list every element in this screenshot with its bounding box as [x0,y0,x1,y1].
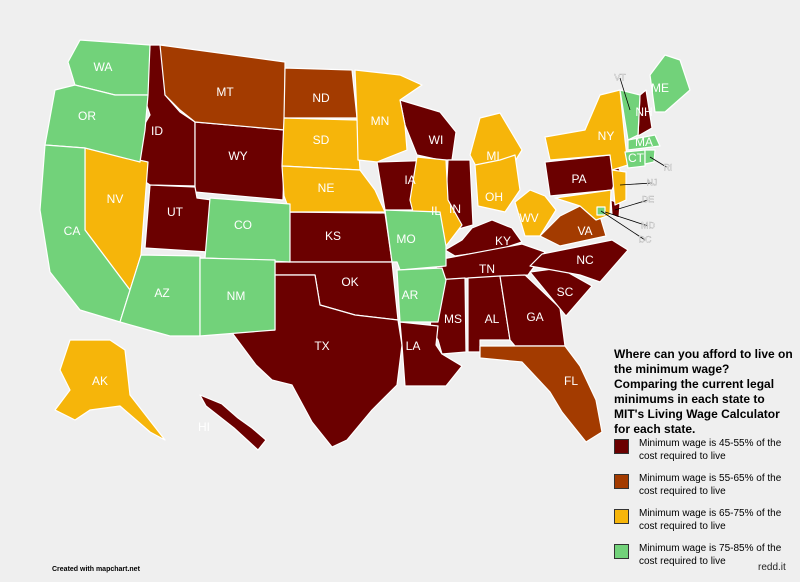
state [54,339,166,441]
state [611,169,627,206]
leader-line [619,182,653,186]
state-label: AR [402,288,419,302]
legend-swatch [614,474,629,489]
state-label: DC [639,234,652,244]
state-label: AZ [154,286,169,300]
state-label: MD [641,220,655,230]
legend-label: Minimum wage is 45-55% of the cost requi… [639,438,782,462]
state-label: MS [444,312,462,326]
legend-item: Minimum wage is 45-55% of the cost requi… [614,437,794,472]
state-label: MT [216,85,234,99]
legend: Minimum wage is 45-55% of the cost requi… [614,437,794,577]
state [624,149,646,169]
state-label: OH [485,190,503,204]
state-label: MO [396,232,415,246]
state [399,99,457,161]
state [514,189,557,237]
state-label: VA [577,224,592,238]
map-title: Where can you afford to live on the mini… [614,347,793,436]
leader-line [649,156,669,169]
state-label: VT [614,72,626,82]
state-label: NH [635,105,652,119]
state [649,54,691,113]
state-label: TN [479,262,495,276]
state-label: TX [314,339,329,353]
state-label: ME [651,81,669,95]
state-label: IA [404,173,415,187]
state-label: WV [519,211,538,225]
state [627,134,661,151]
state-label: AL [485,312,500,326]
state-label: NJ [647,177,658,187]
state-label: GA [526,310,543,324]
state-label: HI [198,420,210,434]
state-label: KY [495,234,511,248]
state-label: MN [371,114,390,128]
state [199,257,276,337]
watermark: redd.it [758,562,786,573]
state [229,274,403,448]
state-label: ND [312,91,330,105]
legend-item: Minimum wage is 55-65% of the cost requi… [614,472,794,507]
state-label: DE [642,194,655,204]
state [119,254,201,337]
legend-label: Minimum wage is 75-85% of the cost requi… [639,543,782,567]
state-label: UT [167,205,184,219]
state-label: CT [628,151,645,165]
state-label: IN [449,202,461,216]
state-label: ID [151,124,163,138]
state-label: SD [313,133,330,147]
legend-label: Minimum wage is 55-65% of the cost requi… [639,473,782,497]
state-label: WA [94,60,113,74]
leader-line [600,210,646,241]
state-label: LA [406,339,421,353]
state [204,197,291,263]
state-label: CO [234,218,252,232]
state-label: NC [576,253,594,267]
state-label: NE [318,181,335,195]
state-label: SC [557,285,574,299]
state-label: NM [227,289,246,303]
legend-item: Minimum wage is 75-85% of the cost requi… [614,542,794,577]
state-label: OR [78,109,96,123]
state [354,69,423,163]
state-label: NV [107,192,124,206]
state [529,239,629,283]
state-label: NY [598,129,615,143]
state [619,89,641,141]
state-label: FL [564,374,578,388]
leader-line [614,199,649,211]
state [199,394,267,451]
legend-swatch [614,509,629,524]
state [479,345,603,443]
credit: Created with mapchart.net [52,566,140,573]
state [384,209,447,271]
legend-label: Minimum wage is 65-75% of the cost requi… [639,508,782,532]
state-label: WY [228,149,247,163]
legend-swatch [614,544,629,559]
state-label: CA [64,224,81,238]
leader-line [604,211,649,227]
state [399,321,463,387]
state-label: MI [486,149,499,163]
legend-item: Minimum wage is 65-75% of the cost requi… [614,507,794,542]
legend-swatch [614,439,629,454]
state [396,267,447,323]
state-label: IL [431,204,441,218]
state-label: MA [635,135,653,149]
state-label: KS [325,229,341,243]
state-label: WI [429,133,444,147]
leader-line [619,77,631,111]
state-label: RI [664,162,673,172]
state-label: PA [571,172,586,186]
state-label: OK [341,275,358,289]
state [474,154,521,213]
state-label: AK [92,374,108,388]
state [159,44,286,131]
